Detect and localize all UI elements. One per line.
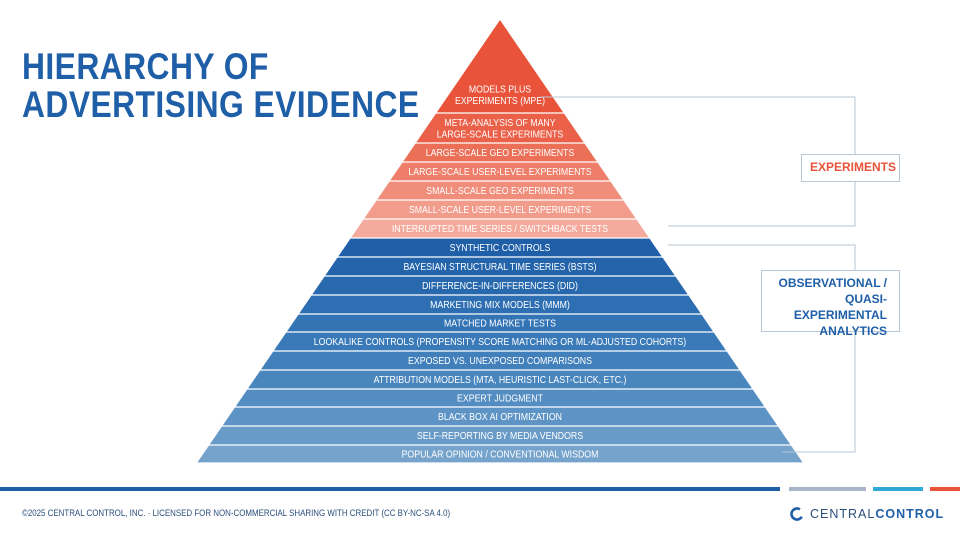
- observational-group-label: OBSERVATIONAL / QUASI-EXPERIMENTAL ANALY…: [761, 270, 900, 338]
- pyramid-level-label: SELF-REPORTING BY MEDIA VENDORS: [417, 431, 583, 442]
- pyramid-level-11: [299, 295, 701, 314]
- pyramid-level-label: SMALL-SCALE GEO EXPERIMENTS: [426, 186, 574, 197]
- pyramid-level-19: [197, 445, 803, 463]
- pyramid-level-8: [338, 238, 662, 257]
- pyramid-level-label: LARGE-SCALE USER-LEVEL EXPERIMENTS: [408, 167, 591, 178]
- logo-word-1: CENTRAL: [810, 507, 876, 521]
- pyramid-level-label: MODELS PLUS: [469, 84, 531, 95]
- logo-wordmark: CENTRALCONTROL: [810, 507, 944, 521]
- license-text: ©2025 CENTRAL CONTROL, INC. · LICENSED F…: [22, 508, 451, 518]
- experiments-group-label: EXPERIMENTS: [801, 154, 900, 182]
- pyramid-level-label: EXPERT JUDGMENT: [457, 394, 543, 405]
- footer-bar-4: [930, 487, 960, 491]
- central-control-logo: CENTRALCONTROL: [789, 503, 944, 525]
- footer-bar-1: [0, 487, 780, 491]
- observational-bracket: [668, 244, 856, 453]
- pyramid-level-18: [209, 426, 791, 445]
- pyramid-level-label: BAYESIAN STRUCTURAL TIME SERIES (BSTS): [403, 262, 596, 273]
- pyramid-level-13: [274, 332, 726, 351]
- pyramid-level-label: DIFFERENCE-IN-DIFFERENCES (DID): [422, 281, 578, 292]
- pyramid-level-10: [312, 276, 688, 295]
- logo-mark-icon: [790, 507, 804, 521]
- logo-word-2: CONTROL: [875, 507, 945, 521]
- title-line-2: ADVERTISING EVIDENCE: [22, 84, 420, 125]
- pyramid-level-9: [325, 257, 675, 276]
- pyramid-level-label: MATCHED MARKET TESTS: [444, 319, 556, 330]
- footer-bar-3: [873, 487, 923, 491]
- pyramid-level-3: [403, 143, 597, 162]
- pyramid-level-16: [235, 389, 765, 407]
- footer-bar-2: [789, 487, 866, 491]
- page-title: HIERARCHY OF ADVERTISING EVIDENCE: [22, 48, 420, 124]
- pyramid-level-4: [390, 162, 610, 181]
- pyramid-level-5: [377, 181, 623, 200]
- pyramid-level-1: [436, 20, 564, 113]
- pyramid-level-label: BLACK BOX AI OPTIMIZATION: [438, 412, 562, 423]
- pyramid-level-2: [416, 113, 584, 143]
- pyramid-level-label: POPULAR OPINION / CONVENTIONAL WISDOM: [402, 450, 599, 461]
- pyramid-level-label: LARGE-SCALE EXPERIMENTS: [437, 129, 564, 140]
- pyramid-level-label: ATTRIBUTION MODELS (MTA, HEURISTIC LAST-…: [374, 375, 627, 386]
- experiments-label: EXPERIMENTS: [810, 160, 897, 174]
- pyramid-level-14: [261, 351, 739, 370]
- pyramid-level-label: SMALL-SCALE USER-LEVEL EXPERIMENTS: [409, 205, 591, 216]
- pyramid-level-label: INTERRUPTED TIME SERIES / SWITCHBACK TES…: [392, 224, 608, 235]
- pyramid-level-label: LARGE-SCALE GEO EXPERIMENTS: [426, 148, 575, 159]
- pyramid-level-label: EXPOSED VS. UNEXPOSED COMPARISONS: [408, 356, 592, 367]
- pyramid-level-6: [364, 200, 636, 219]
- pyramid-level-17: [222, 407, 778, 426]
- observational-label-line-3: ANALYTICS: [819, 324, 887, 338]
- pyramid-level-12: [287, 314, 713, 332]
- pyramid-level-label: MARKETING MIX MODELS (MMM): [430, 300, 570, 311]
- observational-label-line-1: OBSERVATIONAL /: [778, 276, 887, 290]
- title-line-1: HIERARCHY OF: [22, 46, 269, 87]
- observational-label-line-2: QUASI-EXPERIMENTAL: [793, 292, 887, 322]
- pyramid-level-label: LOOKALIKE CONTROLS (PROPENSITY SCORE MAT…: [314, 337, 686, 348]
- pyramid-level-label: META-ANALYSIS OF MANY: [444, 118, 555, 129]
- pyramid-level-15: [248, 370, 752, 389]
- pyramid-level-label: SYNTHETIC CONTROLS: [450, 243, 551, 254]
- pyramid-level-7: [351, 219, 649, 238]
- pyramid-level-label: EXPERIMENTS (MPE): [455, 96, 545, 107]
